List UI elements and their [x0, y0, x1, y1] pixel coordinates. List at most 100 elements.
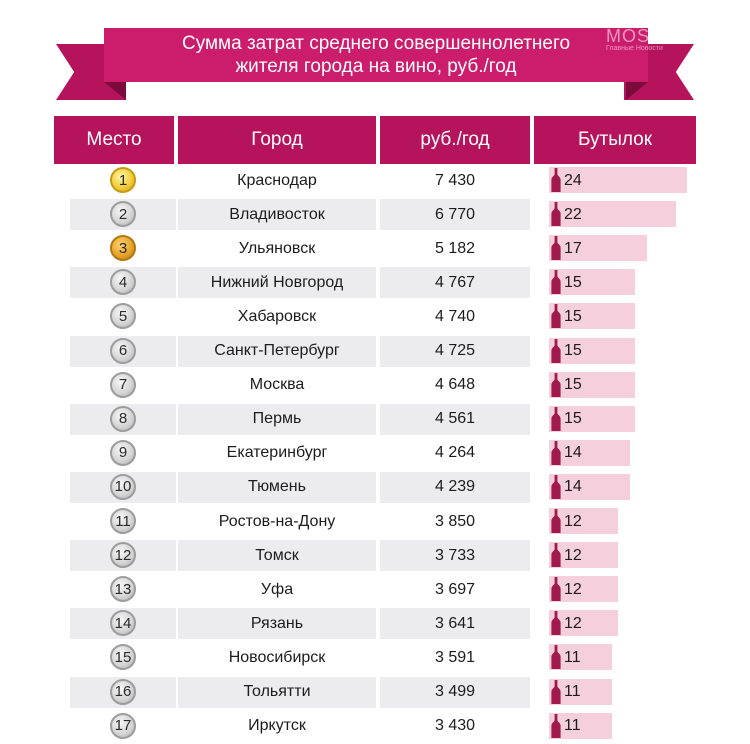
chart-title-banner: Сумма затрат среднего совершеннолетнего …	[104, 28, 648, 82]
rank-medal: 5	[110, 303, 136, 330]
city-cell: Рязань	[250, 614, 304, 632]
city-cell: Ульяновск	[238, 239, 316, 257]
bottle-icon	[551, 372, 561, 398]
bottle-icon	[551, 644, 561, 670]
table-row: 4 Нижний Новгород 4 767 15	[70, 267, 676, 299]
bottles-count: 24	[564, 171, 582, 189]
city-cell: Тольятти	[243, 683, 311, 700]
rank-medal: 3	[110, 235, 136, 262]
watermark-brand: MOS	[606, 26, 651, 46]
bottles-bar	[549, 473, 630, 500]
city-cell: Краснодар	[237, 171, 317, 189]
rub-cell: 3 430	[434, 717, 476, 735]
table-row: 15 Новосибирск 3 591 11	[70, 642, 676, 673]
rub-cell: 4 725	[434, 342, 476, 359]
table-row: 9 Екатеринбург 4 264 14	[70, 438, 676, 469]
bottles-count: 11	[564, 648, 581, 666]
table-row: 14 Рязань 3 641 12	[70, 608, 676, 640]
city-cell: Ростов-на-Дону	[218, 512, 336, 530]
rank-medal: 4	[110, 269, 136, 296]
table-row: 1 Краснодар 7 430 24	[70, 165, 687, 196]
bottles-count: 17	[564, 239, 582, 257]
rub-cell: 3 641	[434, 614, 476, 632]
chart-title-line-2: жителя города на вино, руб./год	[235, 56, 517, 77]
city-cell: Екатеринбург	[226, 444, 328, 462]
rank-medal: 15	[110, 644, 136, 671]
bottles-bar	[549, 235, 647, 262]
bottle-icon	[551, 440, 561, 466]
table-row: 16 Тольятти 3 499 11	[70, 676, 676, 708]
bottle-icon	[551, 542, 561, 568]
table-row: 10 Тюмень 4 239 14	[70, 471, 676, 503]
rub-cell: 4 264	[434, 444, 476, 462]
rub-cell: 3 591	[434, 648, 476, 666]
city-cell: Владивосток	[229, 205, 325, 223]
table-header: Место Город руб./год Бутылок	[54, 116, 696, 164]
header-bottles: Бутылок	[534, 116, 696, 164]
bottle-icon	[551, 679, 561, 705]
rub-cell: 7 430	[434, 171, 476, 189]
bottle-icon	[551, 167, 561, 193]
rub-cell: 3 499	[434, 683, 476, 700]
bottles-count: 11	[564, 683, 581, 700]
bottle-icon	[551, 508, 561, 534]
table-row: 2 Владивосток 6 770 22	[70, 199, 676, 231]
city-cell: Тюмень	[248, 478, 306, 496]
city-cell: Томск	[255, 546, 299, 564]
rub-cell: 3 850	[434, 512, 476, 530]
table-row: 8 Пермь 4 561 15	[70, 403, 676, 435]
rub-cell: 4 648	[434, 376, 476, 394]
bottle-icon	[551, 201, 561, 227]
bottle-icon	[551, 474, 561, 500]
bottles-bar	[549, 439, 630, 466]
rub-cell: 6 770	[434, 205, 476, 223]
header-rank: Место	[54, 116, 174, 164]
table-row: 13 Уфа 3 697 12	[70, 574, 676, 605]
rank-medal: 1	[110, 167, 136, 193]
rank-medal: 13	[110, 576, 136, 603]
bottle-icon	[551, 235, 561, 261]
bottles-count: 22	[564, 205, 582, 223]
bottles-bar	[549, 167, 687, 193]
table-row: 5 Хабаровск 4 740 15	[70, 301, 676, 332]
bottles-count: 15	[564, 307, 582, 325]
bottles-bar	[549, 303, 636, 330]
bottles-count: 15	[564, 273, 582, 291]
bottle-icon	[551, 610, 561, 636]
bottles-count: 12	[564, 546, 582, 564]
ribbon-fold-right	[626, 82, 648, 100]
table-row: 12 Томск 3 733 12	[70, 540, 676, 572]
bottles-count: 15	[564, 410, 582, 428]
chart-title-line-1: Сумма затрат среднего совершеннолетнего	[181, 33, 571, 54]
city-cell: Нижний Новгород	[210, 273, 344, 291]
city-cell: Уфа	[260, 580, 294, 598]
bottles-bar	[549, 405, 636, 432]
bottles-bar	[549, 371, 636, 398]
bottles-bar	[549, 337, 636, 364]
rank-medal: 11	[110, 508, 136, 534]
bottle-icon	[551, 303, 561, 329]
bottle-icon	[551, 713, 561, 739]
rank-medal: 14	[110, 610, 136, 637]
table-row: 11 Ростов-на-Дону 3 850 12	[70, 506, 676, 537]
header-rub: руб./год	[380, 116, 530, 164]
bottles-count: 14	[564, 478, 582, 496]
rank-medal: 2	[110, 201, 136, 228]
bottles-bar	[549, 269, 636, 296]
bottles-count: 12	[564, 512, 582, 530]
bottles-count: 12	[564, 580, 582, 598]
rank-medal: 17	[110, 712, 136, 739]
rub-cell: 4 740	[434, 307, 476, 325]
ribbon-fold-left	[104, 82, 126, 100]
bottles-count: 14	[564, 444, 582, 462]
bottle-icon	[551, 338, 561, 364]
rank-medal: 12	[110, 542, 136, 569]
bottle-icon	[551, 406, 561, 432]
watermark: MOS Главные Новости	[606, 26, 663, 52]
bottles-bar	[549, 201, 676, 228]
bottles-count: 12	[564, 614, 582, 632]
bottles-count: 15	[564, 376, 582, 394]
city-cell: Москва	[249, 376, 305, 394]
rank-medal: 8	[110, 405, 136, 432]
rub-cell: 3 733	[434, 546, 476, 564]
